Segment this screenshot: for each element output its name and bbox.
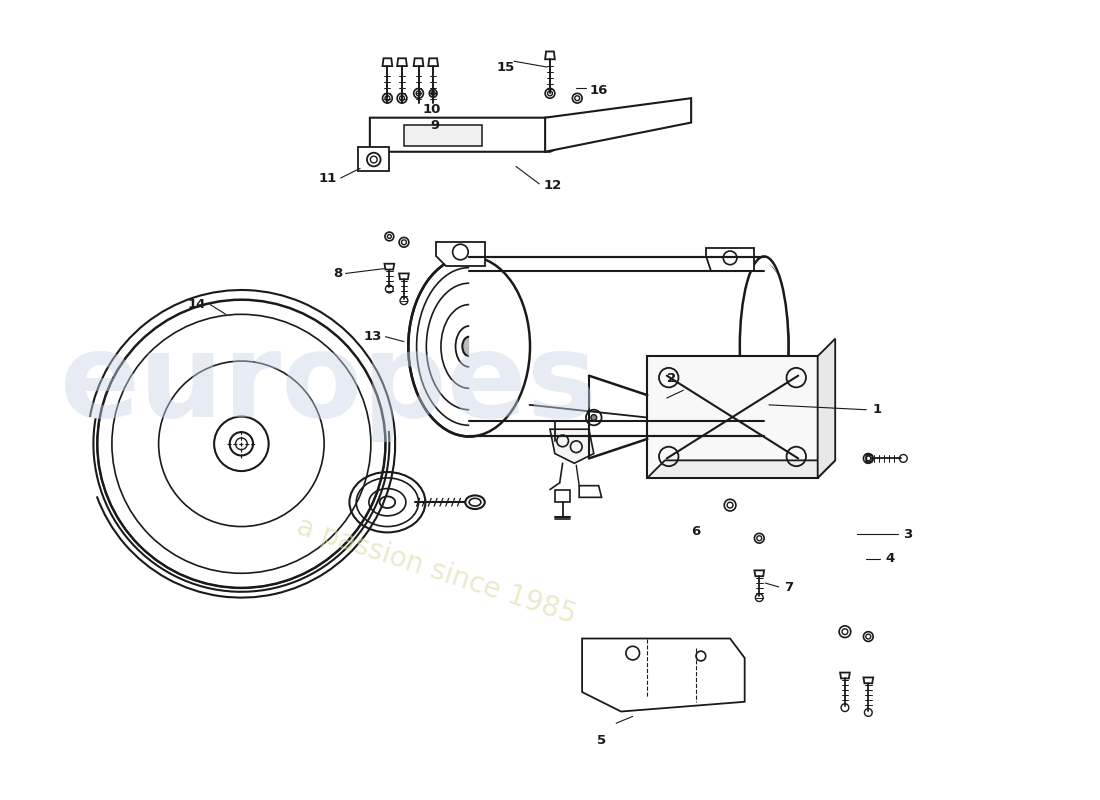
- Polygon shape: [647, 460, 835, 478]
- Text: 6: 6: [691, 525, 701, 538]
- Polygon shape: [647, 356, 817, 478]
- Polygon shape: [383, 58, 393, 66]
- Polygon shape: [755, 570, 764, 576]
- Polygon shape: [397, 58, 407, 66]
- Ellipse shape: [462, 337, 476, 356]
- Text: 13: 13: [363, 330, 382, 343]
- Polygon shape: [550, 430, 594, 463]
- Polygon shape: [546, 51, 554, 59]
- Text: 2: 2: [667, 372, 676, 386]
- Text: 9: 9: [430, 119, 439, 132]
- Polygon shape: [404, 125, 482, 146]
- Polygon shape: [370, 118, 588, 152]
- Text: 4: 4: [886, 552, 895, 565]
- Polygon shape: [428, 58, 438, 66]
- Polygon shape: [546, 98, 691, 152]
- Text: 14: 14: [188, 298, 207, 311]
- Text: 10: 10: [422, 103, 441, 116]
- Polygon shape: [385, 264, 394, 270]
- Polygon shape: [817, 338, 835, 478]
- Text: 15: 15: [497, 62, 515, 74]
- Text: 11: 11: [319, 171, 337, 185]
- Text: 12: 12: [543, 179, 561, 192]
- Polygon shape: [580, 486, 602, 498]
- Polygon shape: [554, 490, 571, 502]
- Polygon shape: [867, 454, 872, 462]
- Text: 1: 1: [872, 403, 881, 416]
- Polygon shape: [864, 678, 873, 683]
- Text: 8: 8: [333, 267, 342, 280]
- Polygon shape: [414, 58, 424, 66]
- Text: a passion since 1985: a passion since 1985: [293, 513, 580, 630]
- Polygon shape: [359, 147, 389, 171]
- Text: 16: 16: [590, 84, 608, 97]
- Text: 3: 3: [903, 528, 913, 541]
- Polygon shape: [470, 257, 789, 436]
- Polygon shape: [582, 638, 745, 711]
- Polygon shape: [436, 242, 485, 266]
- Text: 5: 5: [597, 734, 606, 747]
- Polygon shape: [840, 673, 850, 678]
- Circle shape: [591, 414, 596, 421]
- Text: 7: 7: [784, 582, 794, 594]
- Polygon shape: [706, 248, 755, 271]
- Text: europes: europes: [59, 327, 598, 442]
- Polygon shape: [399, 274, 409, 279]
